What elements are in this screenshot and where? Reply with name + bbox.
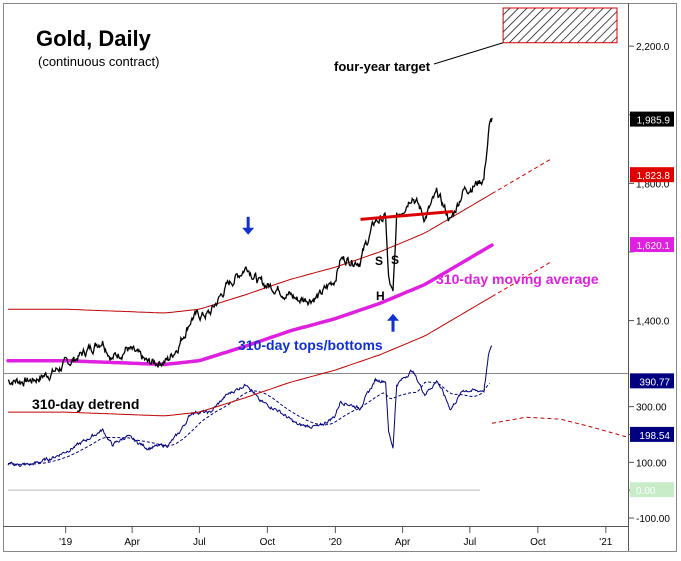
price-flag-0: 1,985.9 — [630, 111, 674, 127]
detrend-flag-0: 390.77 — [630, 373, 674, 389]
chart-title: Gold, Daily — [36, 26, 152, 51]
envelope-lower-projection — [491, 260, 553, 297]
time-tick-label: Jul — [463, 537, 476, 548]
price-tick-label: 2,200.0 — [636, 42, 670, 53]
envelope-lower-band — [8, 296, 493, 417]
detrend-flag-1-text: 198.54 — [639, 431, 670, 442]
detrend-flag-1-bg — [630, 426, 674, 442]
target-leader-line — [433, 42, 504, 65]
price-flag-2-bg — [630, 237, 674, 253]
detrend-flag-0-bg — [630, 373, 674, 389]
zero-flag-text: 0.00 — [636, 486, 656, 497]
detrend-tick-label: 100.00 — [636, 458, 667, 469]
top-arrow — [242, 216, 255, 235]
time-tick-label: Oct — [530, 537, 546, 548]
chart-subtitle: (continuous contract) — [38, 54, 159, 69]
price-flag-1: 1,823.8 — [630, 167, 674, 183]
zero-flag: 0.00 — [630, 482, 674, 498]
four-year-target-box — [502, 7, 618, 44]
bottom-arrow-head — [387, 313, 400, 321]
time-tick-label: Jul — [193, 537, 206, 548]
envelope-upper-projection — [491, 157, 553, 195]
top-arrow-head — [242, 227, 255, 235]
detrend-tick-label: -100.00 — [636, 514, 670, 525]
outer-border — [3, 3, 677, 552]
time-tick-label: '21 — [599, 537, 612, 548]
moving-average-line — [6, 243, 494, 367]
price-tick-label: 1,800.0 — [636, 179, 670, 190]
detrend-title: 310-day detrend — [32, 396, 139, 412]
price-flag-0-text: 1,985.9 — [637, 116, 671, 127]
time-tick-label: '20 — [329, 537, 342, 548]
time-tick-label: Oct — [260, 537, 276, 548]
target-label: four-year target — [334, 59, 431, 74]
time-tick-label: Apr — [124, 537, 140, 548]
bottom-arrow — [387, 313, 400, 332]
smoothed-detrend-line — [7, 381, 491, 465]
envelope-upper-band — [8, 193, 493, 314]
head-label: H — [376, 289, 385, 303]
neckline — [360, 209, 453, 221]
gold-price-line — [7, 117, 493, 387]
detrend-tick-label: 300.00 — [636, 403, 667, 414]
price-flag-1-text: 1,823.8 — [637, 171, 671, 182]
price-flag-2-text: 1,620.1 — [637, 241, 671, 252]
detrend-projection-line — [491, 416, 629, 438]
time-tick-label: '19 — [59, 537, 72, 548]
price-flag-0-bg — [630, 111, 674, 127]
time-tick-label: Apr — [395, 537, 411, 548]
price-tick-label: 1,400.0 — [636, 317, 670, 328]
shoulder-left-label: S — [375, 254, 383, 268]
detrend-flag-1: 198.54 — [630, 426, 674, 442]
detrend-flag-0-text: 390.77 — [639, 377, 670, 388]
price-flag-2: 1,620.1 — [630, 237, 674, 253]
ma-label: 310-day moving average — [436, 271, 599, 287]
zero-flag-bg — [630, 482, 674, 498]
tops-bottoms-label: 310-day tops/bottoms — [238, 337, 383, 353]
detrend-line — [7, 345, 492, 467]
shoulder-right-label: S — [391, 253, 399, 267]
price-flag-1-bg — [630, 167, 674, 183]
